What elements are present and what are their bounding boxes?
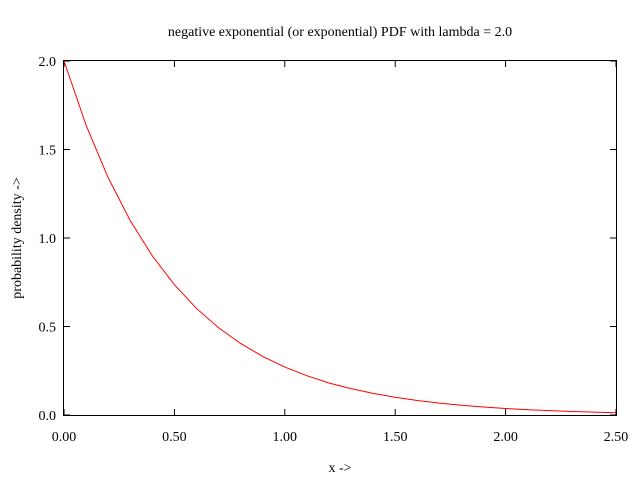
plot-frame <box>63 60 617 416</box>
y-tick-label: 0.0 <box>39 409 57 424</box>
x-tick-label: 0.50 <box>162 430 187 445</box>
y-tick-label: 1.0 <box>39 232 57 247</box>
series-line <box>63 60 617 414</box>
y-tick-label: 0.5 <box>39 321 57 336</box>
y-tick-label: 1.5 <box>39 144 57 159</box>
x-axis-label: x -> <box>328 461 351 476</box>
x-tick-label: 1.00 <box>273 430 298 445</box>
y-axis-ticks: 0.0 0.5 1.0 1.5 2.0 <box>39 55 616 424</box>
y-tick-label: 2.0 <box>39 55 57 70</box>
x-tick-label: 1.50 <box>383 430 408 445</box>
x-tick-label: 2.00 <box>493 430 518 445</box>
chart-title: negative exponential (or exponential) PD… <box>168 25 512 40</box>
x-axis-ticks: 0.00 0.50 1.00 1.50 2.00 2.50 <box>52 61 629 445</box>
x-tick-label: 0.00 <box>52 430 77 445</box>
y-axis-label: probability density -> <box>10 177 25 299</box>
series-layer <box>63 60 617 414</box>
x-tick-label: 2.50 <box>604 430 629 445</box>
